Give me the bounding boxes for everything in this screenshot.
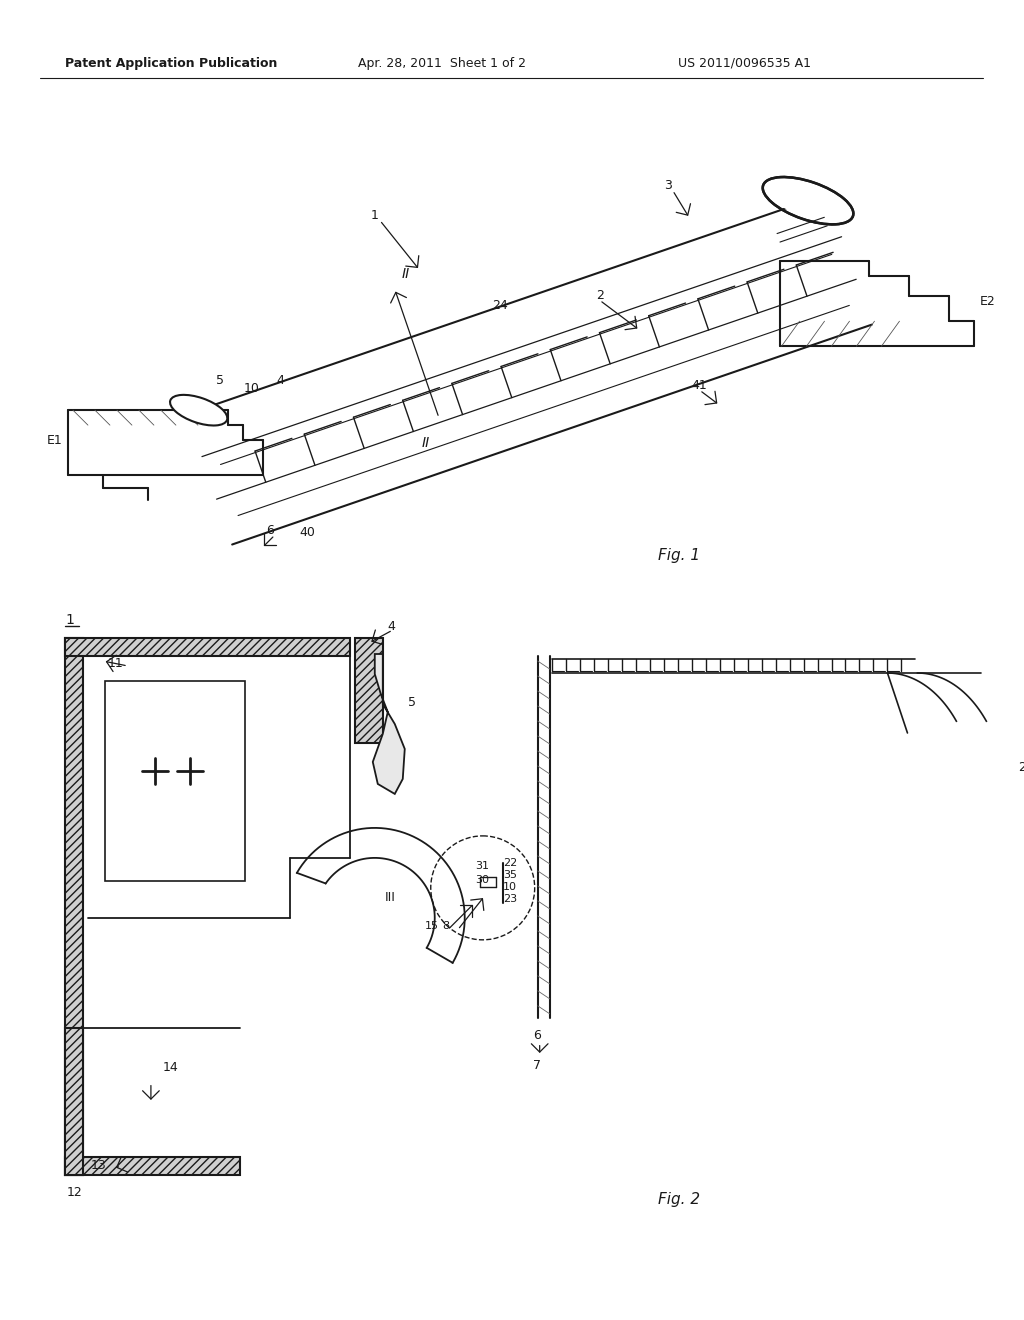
Text: US 2011/0096535 A1: US 2011/0096535 A1 <box>678 57 811 70</box>
Text: Patent Application Publication: Patent Application Publication <box>65 57 278 70</box>
Bar <box>104 681 245 880</box>
Text: 5: 5 <box>216 374 224 387</box>
Text: 10: 10 <box>503 882 517 892</box>
Text: 7: 7 <box>532 1059 541 1072</box>
Text: E2: E2 <box>979 294 995 308</box>
Text: 6: 6 <box>532 1030 541 1043</box>
Text: 13: 13 <box>91 1159 106 1172</box>
Text: 2: 2 <box>596 289 603 302</box>
Text: 5: 5 <box>408 697 416 709</box>
Bar <box>65 1028 83 1175</box>
Text: 11: 11 <box>108 657 124 671</box>
Ellipse shape <box>765 180 851 222</box>
Text: 40: 40 <box>300 525 315 539</box>
Text: 6: 6 <box>266 524 273 536</box>
Text: 1: 1 <box>65 612 74 627</box>
Text: 8: 8 <box>442 921 450 931</box>
Bar <box>354 638 383 743</box>
Text: Fig. 2: Fig. 2 <box>657 1192 699 1208</box>
Bar <box>65 638 83 1175</box>
Ellipse shape <box>170 395 227 425</box>
Text: 35: 35 <box>503 870 517 880</box>
Text: III: III <box>385 891 395 904</box>
Polygon shape <box>373 653 404 793</box>
Text: 10: 10 <box>244 381 260 395</box>
Text: 3: 3 <box>664 178 672 191</box>
Bar <box>65 638 350 656</box>
Text: 22: 22 <box>503 858 517 867</box>
Text: 24: 24 <box>492 298 508 312</box>
Text: 2: 2 <box>1019 762 1024 775</box>
Text: 14: 14 <box>163 1061 178 1074</box>
Text: 23: 23 <box>503 894 517 904</box>
Text: 15: 15 <box>425 921 438 931</box>
Text: Apr. 28, 2011  Sheet 1 of 2: Apr. 28, 2011 Sheet 1 of 2 <box>357 57 525 70</box>
Text: 4: 4 <box>275 374 284 387</box>
Text: 30: 30 <box>475 875 488 884</box>
Text: Fig. 1: Fig. 1 <box>657 548 699 562</box>
Text: E1: E1 <box>47 434 62 446</box>
Text: 1: 1 <box>371 209 379 222</box>
Text: II: II <box>402 267 411 281</box>
Bar <box>65 1156 240 1175</box>
Text: II: II <box>422 436 430 450</box>
Text: 31: 31 <box>475 861 488 871</box>
Text: 4: 4 <box>388 619 395 632</box>
Text: 12: 12 <box>67 1187 83 1199</box>
Text: 41: 41 <box>691 379 708 392</box>
